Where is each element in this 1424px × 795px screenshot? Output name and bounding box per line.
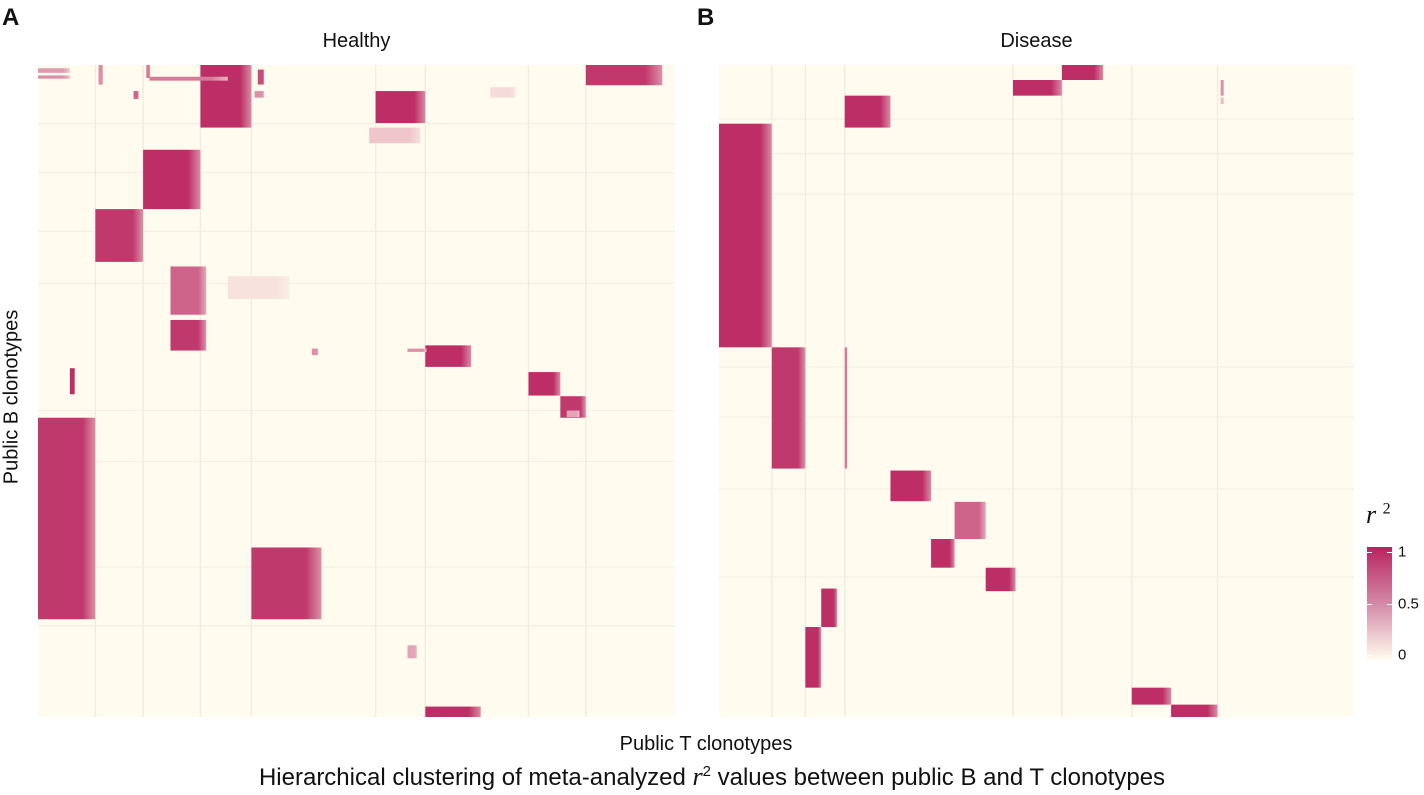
legend-tick-label: 1 xyxy=(1398,543,1407,561)
legend-tick-mark xyxy=(1367,655,1372,656)
heatmap-cluster xyxy=(407,645,418,659)
heatmap-cluster xyxy=(1061,65,1104,80)
heatmap-background xyxy=(38,65,675,717)
caption-sup: 2 xyxy=(702,763,711,780)
heatmap-cluster xyxy=(844,347,848,469)
heatmap-cluster xyxy=(95,209,144,262)
heatmap-cluster xyxy=(985,567,1016,592)
panel-b-title: Disease xyxy=(1000,30,1073,52)
caption-prefix: Hierarchical clustering of meta-analyzed xyxy=(258,764,693,791)
heatmap-cluster xyxy=(407,348,427,352)
caption-var: r xyxy=(692,762,703,791)
heatmap-cluster xyxy=(133,91,139,99)
x-axis-label: Public T clonotypes xyxy=(619,733,793,755)
heatmap-cluster xyxy=(844,95,891,128)
heatmap-cluster xyxy=(771,347,806,469)
heatmap-cluster xyxy=(719,123,772,348)
figure-caption: Hierarchical clustering of meta-analyzed… xyxy=(259,762,1165,792)
heatmap-cluster xyxy=(566,410,580,418)
legend-title-var: r xyxy=(1366,500,1377,529)
heatmap-cluster xyxy=(821,588,838,628)
heatmap-cluster xyxy=(143,149,201,210)
heatmap-background xyxy=(719,65,1354,717)
heatmap-cluster xyxy=(528,372,561,396)
heatmap-cluster xyxy=(38,417,96,620)
heatmap-cluster xyxy=(375,91,426,124)
heatmap-cluster xyxy=(146,65,151,79)
heatmap-cluster xyxy=(1013,79,1062,96)
heatmap-cluster xyxy=(1171,704,1218,717)
heatmap-cluster xyxy=(1220,97,1224,105)
heatmap-cluster xyxy=(227,276,290,300)
heatmap-cluster xyxy=(254,91,265,98)
heatmap-cluster xyxy=(425,706,481,717)
heatmap-cluster xyxy=(98,65,103,85)
legend-tick-label: 0.5 xyxy=(1398,595,1419,612)
legend-title-sup: 2 xyxy=(1382,500,1391,518)
legend-tick-mark xyxy=(1387,603,1392,605)
heatmap-cluster xyxy=(38,68,70,73)
heatmap-cluster xyxy=(1220,79,1224,96)
heatmap-cluster xyxy=(170,319,207,351)
heatmap-cluster xyxy=(257,69,265,85)
legend-tick-mark xyxy=(1387,655,1392,656)
heatmap-cluster xyxy=(369,127,421,144)
legend-title: r 2 xyxy=(1366,500,1391,530)
panel-b-letter: B xyxy=(697,4,715,31)
legend-tick-mark xyxy=(1367,603,1372,605)
heatmap-cluster xyxy=(954,501,986,540)
heatmap-cluster xyxy=(200,65,252,128)
legend-tick-mark xyxy=(1387,552,1392,553)
heatmap-cluster xyxy=(1131,687,1172,705)
heatmap-cluster xyxy=(931,539,955,568)
heatmap-cluster xyxy=(251,547,322,620)
caption-suffix: values between public B and T clonotypes xyxy=(710,764,1166,791)
heatmap-cluster xyxy=(149,76,228,81)
heatmap-cluster xyxy=(425,345,472,367)
heatmap-cluster xyxy=(170,266,207,315)
heatmap-cluster xyxy=(805,627,822,688)
heatmap-cluster xyxy=(311,348,319,356)
heatmap-cluster xyxy=(69,368,75,395)
legend-tick-mark xyxy=(1367,552,1372,553)
y-axis-label: Public B clonotypes xyxy=(0,309,23,485)
heatmap-cluster xyxy=(490,87,516,98)
heatmap-cluster xyxy=(38,75,70,79)
heatmap-cluster xyxy=(890,470,932,502)
heatmap-cluster xyxy=(585,65,663,86)
heatmap-healthy xyxy=(38,65,675,717)
heatmap-disease xyxy=(719,65,1354,717)
panel-a-title: Healthy xyxy=(322,30,391,52)
legend-tick-label: 0 xyxy=(1398,646,1407,664)
panel-a-letter: A xyxy=(2,4,20,31)
